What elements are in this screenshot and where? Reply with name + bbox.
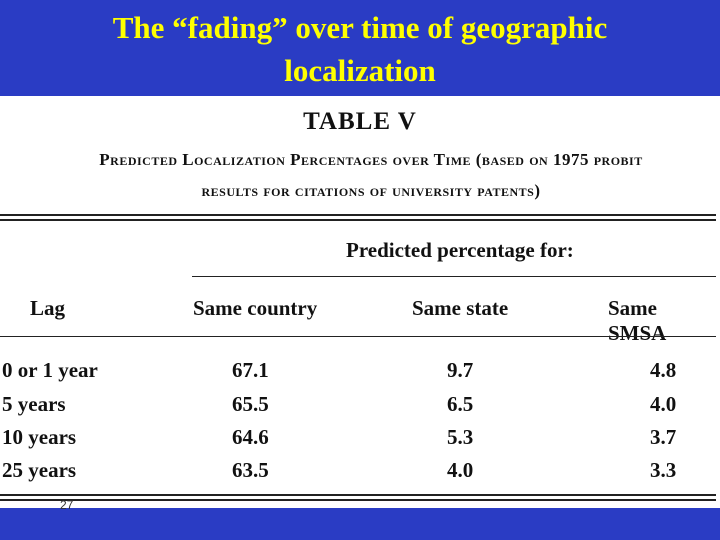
- row-label-25-years: 25 years: [2, 458, 77, 482]
- col-header-same-country: Same country: [193, 296, 318, 320]
- table-caption: TABLE V: [303, 108, 417, 135]
- cell-r3-same-country: 64.6: [232, 425, 269, 449]
- slide-title: The “fading” over time of geographic loc…: [0, 6, 720, 92]
- top-rule-2: [0, 219, 716, 221]
- title-line-2: localization: [284, 53, 436, 88]
- col-header-same-smsa: Same SMSA: [608, 296, 667, 345]
- cell-r3-same-smsa: 3.7: [650, 425, 677, 449]
- top-rule-1: [0, 214, 716, 216]
- spanner-header: Predicted percentage for:: [346, 238, 574, 262]
- row-label-5-years: 5 years: [2, 392, 66, 416]
- bottom-rule-1: [0, 494, 716, 496]
- header-rule: [0, 336, 716, 337]
- spanner-rule: [192, 276, 716, 277]
- bottom-rule-2: [0, 499, 716, 501]
- cell-r2-same-country: 65.5: [232, 392, 269, 416]
- title-line-1: The “fading” over time of geographic: [112, 10, 608, 45]
- table-subtitle: Predicted Localization Percentages over …: [36, 144, 706, 206]
- table-subtitle-line-2: results for citations of university pate…: [201, 181, 541, 200]
- table-subtitle-line-1: Predicted Localization Percentages over …: [99, 150, 643, 169]
- row-label-0-1-year: 0 or 1 year: [2, 358, 98, 382]
- table-image-panel: TABLE V Predicted Localization Percentag…: [0, 96, 720, 508]
- cell-r1-same-state: 9.7: [447, 358, 474, 382]
- cell-r4-same-country: 63.5: [232, 458, 269, 482]
- cell-r4-same-state: 4.0: [447, 458, 474, 482]
- cell-r4-same-smsa: 3.3: [650, 458, 677, 482]
- row-label-10-years: 10 years: [2, 425, 77, 449]
- cell-r2-same-state: 6.5: [447, 392, 474, 416]
- col-header-same-state: Same state: [412, 296, 509, 320]
- cell-r1-same-smsa: 4.8: [650, 358, 677, 382]
- cell-r1-same-country: 67.1: [232, 358, 269, 382]
- cell-r3-same-state: 5.3: [447, 425, 474, 449]
- cell-r2-same-smsa: 4.0: [650, 392, 677, 416]
- stub-header: Lag: [30, 296, 66, 320]
- page-number: 27: [60, 498, 74, 512]
